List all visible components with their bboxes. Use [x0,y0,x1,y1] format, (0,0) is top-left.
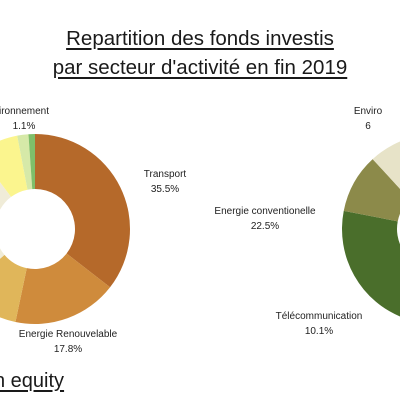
chart-title-line-2: par secteur d'activité en fin 2019 [52,56,348,79]
slice-value-telecommunication: 10.1% [305,326,333,337]
footer-label: n equity [0,370,65,392]
slice-label-environnement: Enviro [354,106,383,117]
donut-slice-unlabeled-2 [0,254,27,322]
donut-slice-telecommunication [343,159,400,222]
slice-value-energie-conventionelle: 22.5% [251,221,279,232]
donut-slice-unlabeled-2 [372,141,400,189]
slice-label-energie-conventionelle: Energie conventionelle [214,206,316,217]
slice-value-transport: 35.5% [151,184,179,195]
slice-label-telecommunication: Télécommunication [276,311,363,322]
slice-value-environnement: 1.1% [13,121,36,132]
slice-label-energie-renouvelable: Energie Renouvelable [19,329,118,340]
chart-title-line-1: Repartition des fonds investis [66,27,334,50]
donut-slice-energie-conventionelle [342,210,400,317]
slice-label-transport: Transport [144,169,187,180]
donut-slice-energie-renouvelable [15,253,111,324]
slice-label-environnement: ironnement [0,106,49,117]
donut-chart-private-equity: Transport 35.5% Energie Renouvelable 17.8% i… [0,106,186,355]
slice-value-energie-renouvelable: 17.8% [54,344,82,355]
donut-slice-unlabeled-3 [0,182,12,259]
donut-slice-unlabeled-4 [0,135,28,197]
donut-slice-environnement [28,134,35,190]
donut-slice-unlabeled-5 [17,134,33,190]
donut-chart-right: Energie conventionelle 22.5% Télécommunica… [214,106,400,337]
slice-value-environnement: 6 [365,121,371,132]
donut-slice-transport [35,134,130,288]
